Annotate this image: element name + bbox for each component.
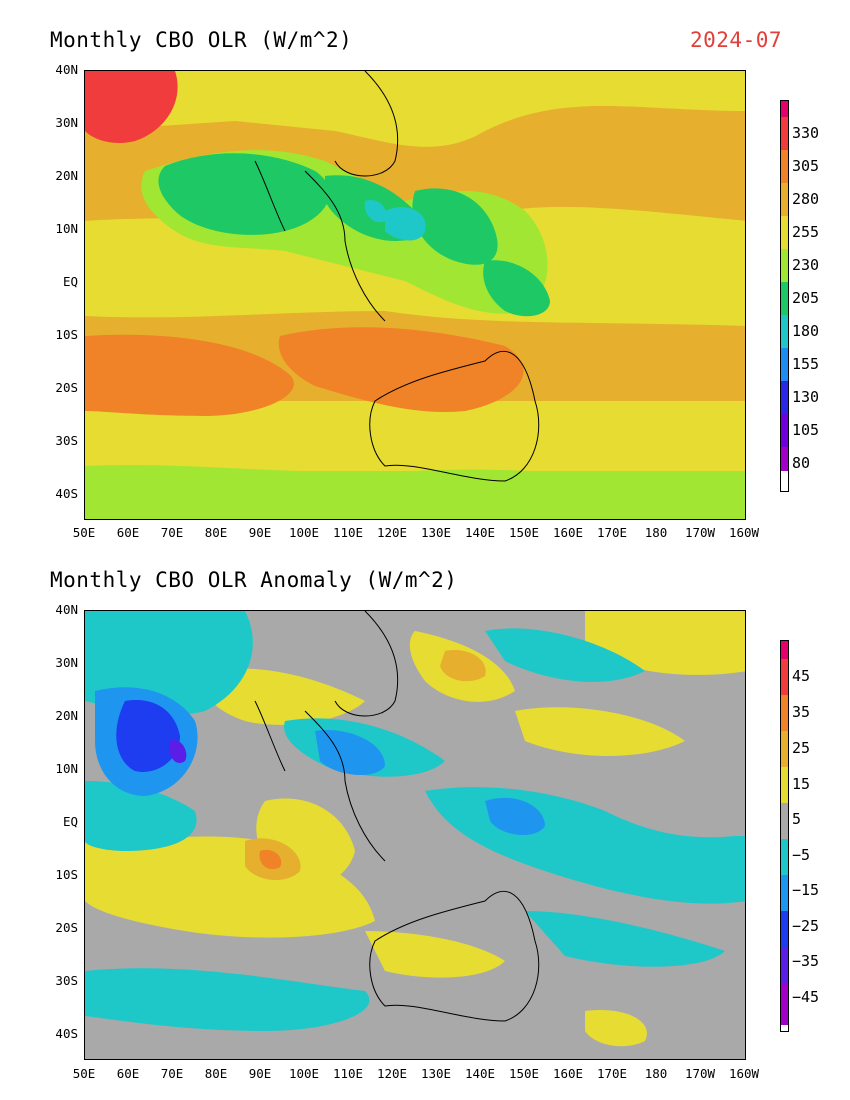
lon-label: 130E xyxy=(420,525,452,540)
colorbar-label: 130 xyxy=(792,388,820,406)
panel1-title: Monthly CBO OLR (W/m^2) xyxy=(50,28,353,52)
lon-label: 140E xyxy=(464,1066,496,1081)
olr-field xyxy=(85,71,745,519)
colorbar-label: 5 xyxy=(792,810,802,828)
lon-label: 80E xyxy=(204,1066,228,1081)
colorbar-label: 45 xyxy=(792,667,811,685)
lon-label: 70E xyxy=(160,525,184,540)
colorbar-label: −15 xyxy=(792,881,820,899)
colorbar-label: −35 xyxy=(792,952,820,970)
lat-label: 40N xyxy=(55,62,78,77)
colorbar-label: 230 xyxy=(792,256,820,274)
date-label: 2024-07 xyxy=(690,28,783,52)
lat-label: 30S xyxy=(55,973,78,988)
lat-label: 20N xyxy=(55,168,78,183)
lat-label: 30N xyxy=(55,115,78,130)
lon-label: 160E xyxy=(552,525,584,540)
colorbar-label: 155 xyxy=(792,355,820,373)
colorbar-label: −45 xyxy=(792,988,820,1006)
lon-label: 100E xyxy=(288,525,320,540)
olr-colorbar xyxy=(780,100,789,492)
lon-label: 170E xyxy=(596,525,628,540)
colorbar-label: 105 xyxy=(792,421,820,439)
olr-anomaly-map xyxy=(84,610,746,1060)
lat-label: EQ xyxy=(62,814,78,829)
lon-label: 170E xyxy=(596,1066,628,1081)
colorbar-label: 80 xyxy=(792,454,811,472)
lat-label: 20S xyxy=(55,920,78,935)
lat-label: 10S xyxy=(55,327,78,342)
lon-label: 170W xyxy=(684,525,716,540)
lat-label: EQ xyxy=(62,274,78,289)
lat-label: 10S xyxy=(55,867,78,882)
lon-label: 160W xyxy=(728,1066,760,1081)
colorbar-label: 15 xyxy=(792,775,811,793)
lon-label: 120E xyxy=(376,525,408,540)
colorbar-label: −5 xyxy=(792,846,811,864)
lon-label: 80E xyxy=(204,525,228,540)
colorbar-label: −25 xyxy=(792,917,820,935)
lat-label: 40N xyxy=(55,602,78,617)
lat-label: 10N xyxy=(55,761,78,776)
colorbar-label: 330 xyxy=(792,124,820,142)
lon-label: 180 xyxy=(644,1066,668,1081)
lon-label: 50E xyxy=(72,1066,96,1081)
panel2-title: Monthly CBO OLR Anomaly (W/m^2) xyxy=(50,568,458,592)
olr-map xyxy=(84,70,746,520)
colorbar-label: 180 xyxy=(792,322,820,340)
lat-label: 40S xyxy=(55,1026,78,1041)
lon-label: 60E xyxy=(116,1066,140,1081)
anomaly-colorbar xyxy=(780,640,789,1032)
colorbar-label: 255 xyxy=(792,223,820,241)
lon-label: 90E xyxy=(248,1066,272,1081)
lon-label: 50E xyxy=(72,525,96,540)
lon-label: 140E xyxy=(464,525,496,540)
colorbar-label: 305 xyxy=(792,157,820,175)
lat-label: 20N xyxy=(55,708,78,723)
lon-label: 150E xyxy=(508,525,540,540)
olr-anomaly-field xyxy=(85,611,745,1059)
lat-label: 30N xyxy=(55,655,78,670)
lat-label: 20S xyxy=(55,380,78,395)
colorbar-label: 205 xyxy=(792,289,820,307)
lon-label: 130E xyxy=(420,1066,452,1081)
colorbar-label: 25 xyxy=(792,739,811,757)
lat-label: 10N xyxy=(55,221,78,236)
lon-label: 160E xyxy=(552,1066,584,1081)
lon-label: 170W xyxy=(684,1066,716,1081)
lon-label: 100E xyxy=(288,1066,320,1081)
lon-label: 60E xyxy=(116,525,140,540)
lon-label: 110E xyxy=(332,1066,364,1081)
lon-label: 160W xyxy=(728,525,760,540)
lat-label: 30S xyxy=(55,433,78,448)
lon-label: 110E xyxy=(332,525,364,540)
colorbar-label: 35 xyxy=(792,703,811,721)
lon-label: 150E xyxy=(508,1066,540,1081)
lon-label: 180 xyxy=(644,525,668,540)
lon-label: 120E xyxy=(376,1066,408,1081)
lat-label: 40S xyxy=(55,486,78,501)
lon-label: 70E xyxy=(160,1066,184,1081)
colorbar-label: 280 xyxy=(792,190,820,208)
lon-label: 90E xyxy=(248,525,272,540)
